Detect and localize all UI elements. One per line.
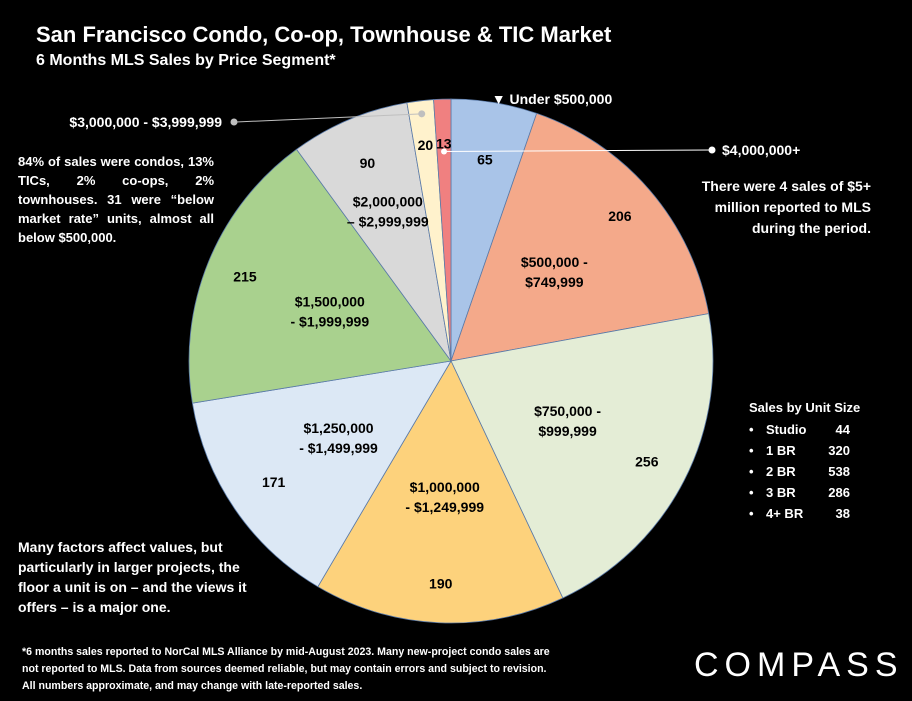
slice-value-label: 20 <box>418 137 434 153</box>
slice-category-label: $750,000 -$999,999 <box>534 403 601 439</box>
unit-size-row: • Studio 44 <box>749 419 860 440</box>
unit-size-label: 4+ BR <box>766 506 804 521</box>
slice-category-label: $1,000,000- $1,249,999 <box>405 479 484 515</box>
slice-value-label: 171 <box>262 474 286 490</box>
unit-size-row: • 1 BR 320 <box>749 440 860 461</box>
pie-slice <box>433 98 452 362</box>
leader-line <box>444 149 713 153</box>
unit-size-count: 538 <box>828 464 850 479</box>
unit-size-count: 286 <box>828 485 850 500</box>
footnote: *6 months sales reported to NorCal MLS A… <box>22 646 550 692</box>
unit-size-title: Sales by Unit Size <box>749 400 861 415</box>
slice-value-label: 190 <box>429 575 453 591</box>
unit-size-label: 3 BR <box>766 485 796 500</box>
bullet-icon: • <box>749 464 754 479</box>
chart-subtitle: 6 Months MLS Sales by Price Segment* <box>36 52 336 69</box>
values-factors-note: Many factors affect values, but particul… <box>18 539 247 615</box>
pie-slice <box>188 148 452 404</box>
slice-value-label: 65 <box>477 151 493 167</box>
bullet-icon: • <box>749 506 754 521</box>
bullet-icon: • <box>749 422 754 437</box>
slice-category-label: $3,000,000 - $3,999,999 <box>69 114 222 130</box>
compass-logo: COMPASS <box>694 646 904 684</box>
slice-value-label: 13 <box>436 136 452 152</box>
chart-title: San Francisco Condo, Co-op, Townhouse & … <box>36 22 612 47</box>
pie-slice <box>317 360 564 624</box>
pie-slice <box>450 313 714 599</box>
slice-category-label: $500,000 -$749,999 <box>521 254 588 290</box>
unit-size-label: Studio <box>766 422 807 437</box>
leader-dot <box>708 146 716 154</box>
unit-size-row: • 4+ BR 38 <box>749 503 860 524</box>
slice-value-label: 215 <box>233 268 257 284</box>
slice-category-label: ▼ Under $500,000 <box>492 91 613 107</box>
slice-value-label: 256 <box>635 453 659 469</box>
leader-line <box>235 113 422 123</box>
slice-category-label: $4,000,000+ <box>722 142 800 158</box>
slice-value-label: 90 <box>360 155 376 171</box>
leader-dot <box>230 118 238 126</box>
bullet-icon: • <box>749 485 754 500</box>
unit-size-row: • 3 BR 286 <box>749 482 860 503</box>
slice-value-label: 206 <box>608 208 632 224</box>
luxury-sales-note: There were 4 sales of $5+ million report… <box>701 178 871 236</box>
unit-size-box: Sales by Unit Size • Studio 44 • 1 BR 320 • 2 B… <box>749 400 860 524</box>
leader-dot <box>441 148 448 155</box>
pie-slice <box>191 360 452 588</box>
unit-size-count: 44 <box>835 422 850 437</box>
pie-slice <box>450 112 710 362</box>
unit-size-row: • 2 BR 538 <box>749 461 860 482</box>
unit-size-label: 2 BR <box>766 464 796 479</box>
pie-slice <box>296 102 452 362</box>
slice-category-label: $1,250,000- $1,499,999 <box>299 420 378 456</box>
bullet-icon: • <box>749 443 754 458</box>
slice-category-label: $2,000,000– $2,999,999 <box>347 193 429 229</box>
slice-category-label: $1,500,000- $1,999,999 <box>290 293 369 329</box>
condo-mix-note: 84% of sales were condos, 13% TICs, 2% c… <box>18 154 214 245</box>
leader-dot <box>418 110 426 118</box>
unit-size-count: 38 <box>835 506 850 521</box>
unit-size-label: 1 BR <box>766 443 796 458</box>
unit-size-count: 320 <box>828 443 850 458</box>
